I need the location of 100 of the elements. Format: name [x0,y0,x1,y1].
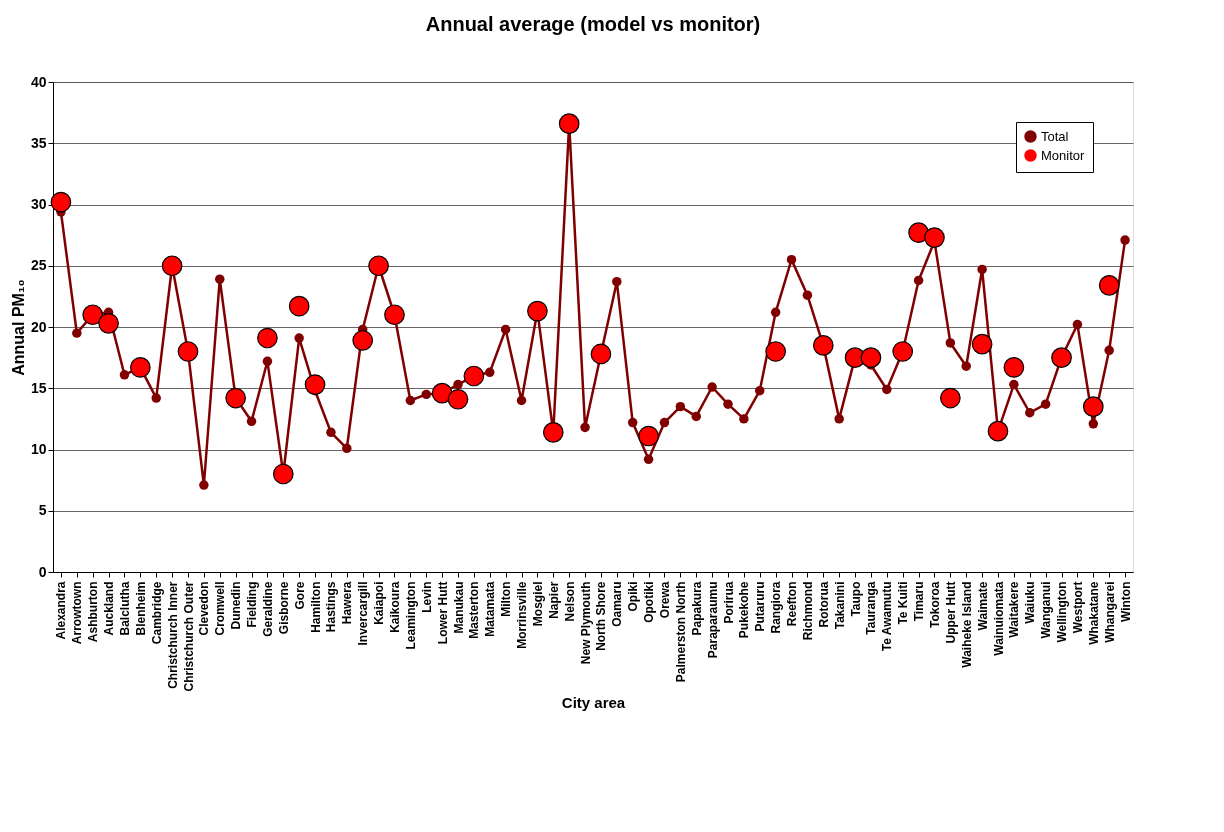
x-tick-label: Waiheke Island [959,581,974,668]
point [971,333,993,355]
x-tick-label: Leamington [403,581,418,650]
x-axis-title: City area [561,693,626,711]
x-tick-label: Christchurch Outer [181,581,196,692]
x-tick-label: Balclutha [117,581,132,636]
x-tick-label: Opotiki [642,581,657,623]
point [384,304,405,326]
point [405,395,416,406]
x-tick-label: Masterton [467,581,482,639]
x-tick-label: Palmerston North [673,581,688,683]
point [770,307,781,318]
y-tick-label: 20 [30,318,47,335]
legend-label: Monitor [1041,147,1086,163]
point [368,255,389,277]
x-tick-label: Arrowtown [70,581,85,645]
chart-title: Annual average (model vs monitor) [425,13,761,35]
point [485,367,495,378]
point [892,341,914,362]
x-tick-label: North Shore [594,581,609,651]
x-tick-label: Fielding [245,581,260,628]
y-tick-label: 30 [30,196,47,212]
point [1088,419,1099,429]
x-tick-label: Invercargill [356,581,371,646]
point [82,304,104,326]
y-tick-label: 25 [30,257,47,274]
x-tick-label: Milton [499,581,514,617]
y-tick-label: 10 [30,441,47,457]
x-tick-label: Cromwell [213,581,228,636]
y-tick-label: 15 [30,379,47,396]
x-tick-label: Hamilton [308,581,323,633]
x-tick-label: Nelson [562,581,577,622]
x-tick-label: Morrinsville [515,581,530,649]
x-tick-label: Timaru [912,581,927,622]
x-tick-label: Hawera [340,581,355,625]
point [177,341,199,362]
point [977,264,987,275]
point [558,113,580,134]
x-tick-label: Westport [1070,581,1085,634]
point [72,328,82,338]
x-tick-label: Papakura [689,581,704,636]
point [765,341,786,362]
x-tick-label: Whangarei [1102,581,1117,643]
x-tick-label: Matamata [483,581,498,637]
x-tick-label: Dunedin [229,581,244,630]
point [812,335,834,356]
point [659,417,670,428]
x-tick-label: New Plymouth [578,581,593,665]
point [1098,275,1120,296]
x-tick-label: Orewa [657,581,672,619]
point [1104,345,1114,356]
point [151,393,161,403]
point [294,333,304,343]
point [802,290,813,300]
x-tick-label: Christchurch Inner [165,581,180,689]
point [945,338,956,348]
point [1120,235,1130,245]
x-tick-label: Takanini [832,581,847,630]
point [913,275,924,286]
point [98,313,119,334]
x-tick-label: Ashburton [86,581,101,643]
x-tick-label: Waiuku [1023,581,1038,624]
point [638,425,659,447]
point [119,370,130,380]
x-tick-label: Kaikoura [387,581,402,633]
point [225,387,246,409]
x-tick-label: Upper Hutt [943,581,958,644]
x-tick-label: Rotorua [816,581,831,628]
point [882,384,892,395]
x-tick-label: Paraparaumu [705,581,720,659]
x-tick-label: Rangiora [769,581,784,634]
point [288,295,310,317]
x-tick-label: Wainuiomata [991,581,1006,656]
point [431,382,453,404]
point [1009,379,1019,390]
point [1082,396,1104,417]
x-tick-label: Taupo [848,581,863,617]
point [199,480,209,490]
point [500,324,511,335]
x-tick-label: Manukau [451,581,466,634]
point [723,399,733,409]
x-tick-label: Cambridge [149,581,164,645]
point [215,274,225,284]
point [707,382,717,392]
x-tick-label: Putaruru [753,581,768,632]
x-tick-label: Auckland [102,581,117,636]
point [542,422,564,443]
point [612,276,622,287]
point [421,389,431,400]
x-tick-label: Lower Hutt [435,581,450,645]
x-tick-label: Tauranga [864,581,879,635]
point [352,330,374,351]
point [326,427,336,438]
x-tick-label: Levin [419,581,434,613]
x-tick-label: Opiki [626,581,641,612]
point [1040,399,1051,409]
point [860,347,882,368]
x-tick-label: Porirua [721,581,736,624]
point [304,374,326,395]
point [257,327,278,349]
